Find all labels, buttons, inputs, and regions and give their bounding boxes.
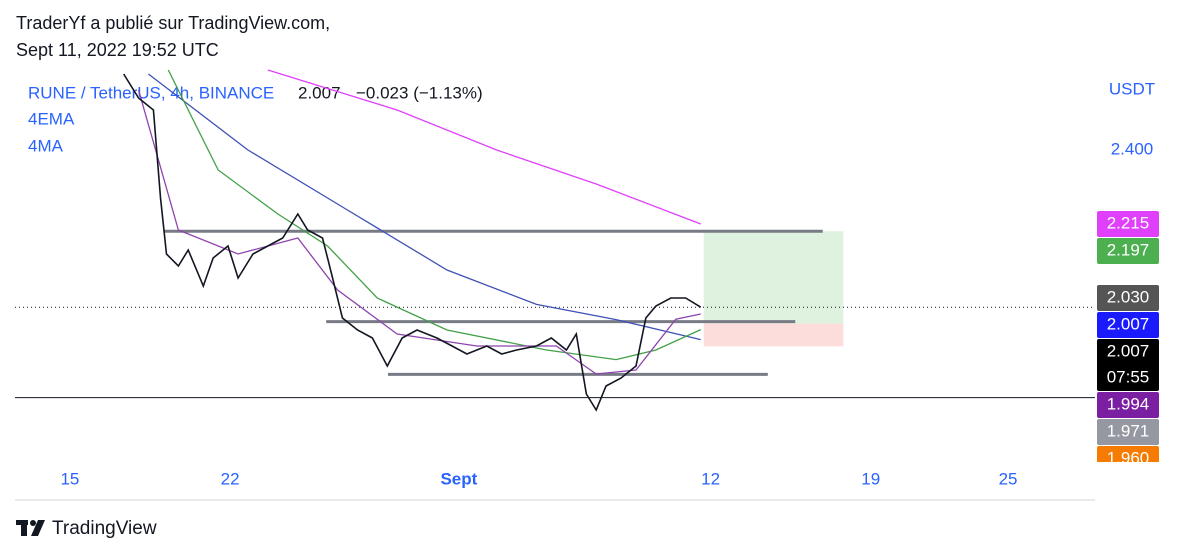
price-tag [1097, 339, 1159, 391]
series-line [137, 89, 701, 375]
price-tag-label: 1.971 [1107, 421, 1150, 440]
last-price: 2.007 [298, 83, 341, 102]
price-tag-label: 2.197 [1107, 240, 1150, 259]
x-tick-label: 25 [999, 469, 1018, 488]
plot-area [15, 69, 1095, 412]
price-tag [1097, 285, 1159, 311]
indicator-label: 4MA [28, 136, 64, 155]
x-tick-label: 22 [221, 469, 240, 488]
price-axis: 2.215 2.197 2.030 2.007 2.007 07:55 1.994 1.971… [1097, 211, 1159, 467]
price-tag-label: 2.007 [1107, 341, 1150, 360]
target-zone [703, 231, 844, 324]
series-line [148, 73, 701, 341]
price-tag [1097, 238, 1159, 264]
currency: USDT [1109, 79, 1155, 98]
price-tag-label: 2.007 [1107, 314, 1150, 333]
brand: TradingView [52, 518, 157, 539]
price-tag [1097, 312, 1159, 338]
price-change: −0.023 (−1.13%) [356, 83, 483, 102]
stop-zone [703, 323, 844, 347]
x-tick-label: 15 [60, 469, 79, 488]
price-tag-label: 2.215 [1107, 213, 1150, 232]
price-tag [1097, 211, 1159, 237]
price-tag-label: 1.960 [1107, 448, 1150, 467]
price-tag-label: 2.030 [1107, 287, 1150, 306]
series-line [267, 69, 701, 225]
x-tick-label: Sept [440, 469, 477, 488]
logo [16, 520, 45, 536]
price-tag-label: 1.994 [1107, 394, 1150, 413]
x-tick-label: 12 [701, 469, 720, 488]
countdown: 07:55 [1107, 367, 1150, 386]
series-line [167, 69, 702, 361]
symbol: RUNE / TetherUS, 4h, BINANCE [28, 83, 274, 102]
price-tag [1097, 446, 1159, 462]
price-tag [1097, 419, 1159, 445]
series-line [123, 73, 702, 412]
timestamp: Sept 11, 2022 19:52 UTC [16, 40, 219, 60]
publisher: TraderYf a publié sur TradingView.com, [16, 13, 330, 33]
indicator-label: 4EMA [28, 109, 75, 128]
price-tag [1097, 392, 1159, 418]
x-tick-label: 19 [861, 469, 880, 488]
y-tick-label: 2.400 [1111, 139, 1154, 158]
